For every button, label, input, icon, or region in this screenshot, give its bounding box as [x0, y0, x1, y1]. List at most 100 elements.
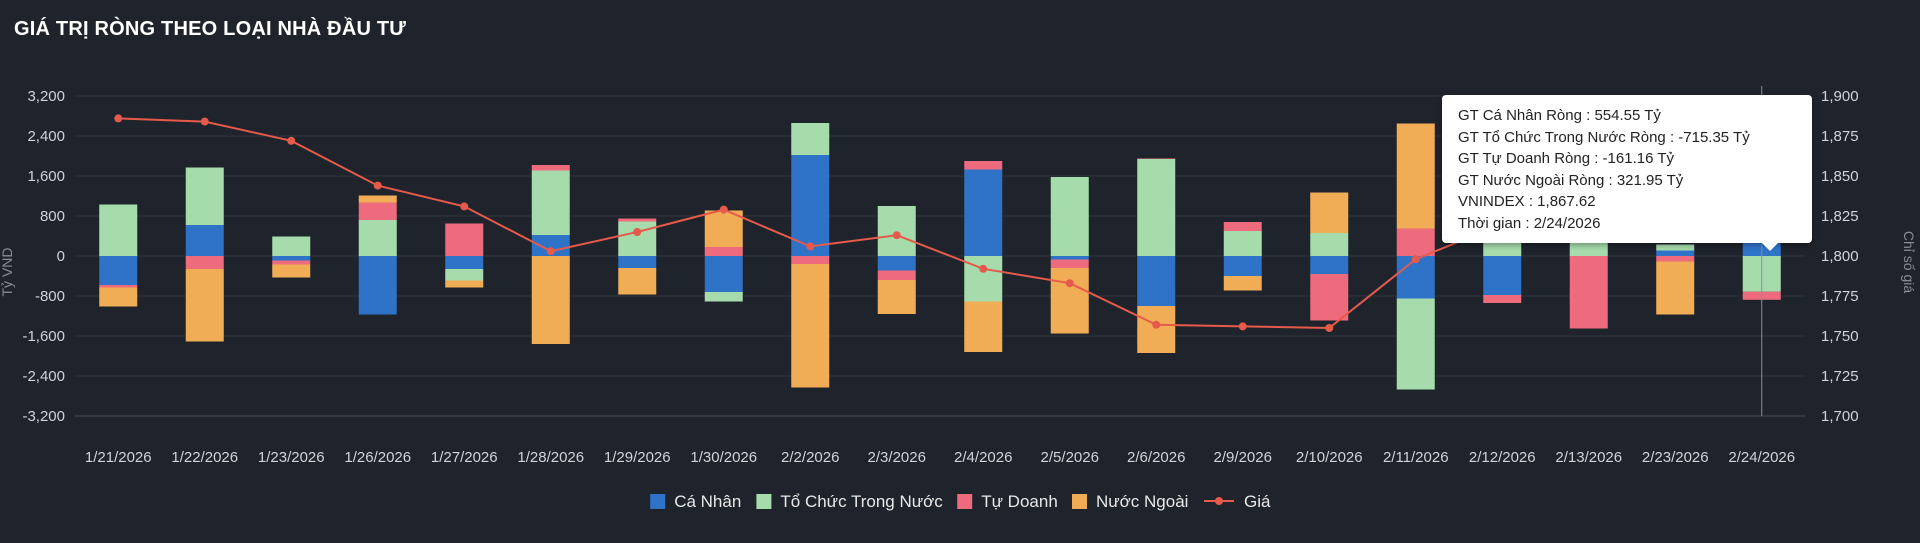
bar-segment[interactable]	[1310, 256, 1349, 274]
bar-segment[interactable]	[1396, 298, 1435, 390]
bar-segment[interactable]	[99, 204, 138, 257]
price-point[interactable]	[1152, 320, 1161, 329]
bar-segment[interactable]	[445, 256, 484, 269]
legend-item[interactable]: Cá Nhân	[650, 492, 741, 511]
bar-segment[interactable]	[1050, 256, 1089, 260]
bar-segment[interactable]	[272, 260, 311, 265]
bar-segment[interactable]	[531, 170, 570, 236]
price-point[interactable]	[633, 228, 642, 236]
bar-segment[interactable]	[358, 220, 397, 256]
bar-segment[interactable]	[185, 167, 224, 226]
bar-segment[interactable]	[185, 269, 224, 342]
bar-segment[interactable]	[1223, 231, 1262, 256]
bar-segment[interactable]	[272, 236, 311, 257]
bar-segment[interactable]	[185, 225, 224, 256]
bar-segment[interactable]	[618, 221, 657, 257]
bar-segment[interactable]	[358, 256, 397, 315]
bar-segment[interactable]	[1223, 222, 1262, 231]
bar-segment[interactable]	[1396, 228, 1435, 257]
bar-segment[interactable]	[358, 195, 397, 203]
x-tick-label: 2/11/2026	[1383, 449, 1449, 466]
bar-segment[interactable]	[1050, 259, 1089, 269]
bar-segment[interactable]	[877, 206, 916, 256]
bar-segment[interactable]	[704, 247, 743, 256]
bar-segment[interactable]	[1656, 256, 1695, 262]
bar-segment[interactable]	[791, 123, 830, 155]
price-point[interactable]	[546, 247, 555, 256]
bar-segment[interactable]	[964, 161, 1003, 170]
bar-segment[interactable]	[704, 256, 743, 292]
price-point[interactable]	[979, 264, 988, 273]
bar-segment[interactable]	[185, 256, 224, 269]
bar-segment[interactable]	[1656, 261, 1695, 315]
x-tick-label: 1/26/2026	[344, 449, 411, 466]
bar-segment[interactable]	[531, 235, 570, 256]
legend-item[interactable]: Giá	[1204, 492, 1271, 511]
bar-segment[interactable]	[1137, 158, 1176, 160]
bar-segment[interactable]	[618, 256, 657, 268]
bar-segment[interactable]	[358, 202, 397, 221]
x-tick-label: 2/10/2026	[1296, 449, 1363, 466]
price-point[interactable]	[1065, 279, 1074, 288]
price-point[interactable]	[1411, 255, 1420, 264]
bar-segment[interactable]	[791, 256, 830, 264]
y-tick-label: 1,600	[27, 168, 65, 185]
bar-segment[interactable]	[1223, 256, 1262, 276]
bar-segment[interactable]	[1137, 306, 1176, 353]
price-point[interactable]	[460, 202, 469, 211]
bar-segment[interactable]	[445, 280, 484, 288]
bar-segment[interactable]	[1656, 250, 1695, 257]
y2-tick-label: 1,775	[1821, 288, 1859, 305]
bar-segment[interactable]	[618, 268, 657, 295]
bar-segment[interactable]	[1569, 256, 1608, 329]
bar-segment[interactable]	[1656, 244, 1695, 251]
bar-segment[interactable]	[1223, 276, 1262, 291]
bar-segment[interactable]	[1483, 295, 1522, 303]
bar-segment[interactable]	[272, 264, 311, 278]
bar-segment[interactable]	[791, 155, 830, 256]
bar-segment[interactable]	[704, 292, 743, 302]
x-tick-label: 1/21/2026	[85, 449, 152, 466]
price-point[interactable]	[373, 181, 382, 190]
y2-tick-label: 1,800	[1821, 248, 1859, 265]
bar-segment[interactable]	[1483, 256, 1522, 295]
price-point[interactable]	[1238, 322, 1247, 331]
bar-segment[interactable]	[99, 256, 138, 285]
legend-item[interactable]: Nước Ngoài	[1072, 492, 1188, 511]
legend-item[interactable]: Tổ Chức Trong Nước	[756, 492, 943, 511]
bar-segment[interactable]	[1310, 233, 1349, 256]
bar-segment[interactable]	[1137, 256, 1176, 306]
bar-segment[interactable]	[877, 256, 916, 271]
bar-segment[interactable]	[1050, 268, 1089, 334]
price-point[interactable]	[806, 242, 815, 251]
bar-segment[interactable]	[1310, 192, 1349, 234]
bar-segment[interactable]	[964, 169, 1003, 257]
bar-segment[interactable]	[618, 218, 657, 222]
bar-segment[interactable]	[272, 256, 311, 261]
x-tick-label: 2/12/2026	[1469, 449, 1536, 466]
price-point[interactable]	[892, 231, 901, 240]
price-point[interactable]	[1325, 324, 1334, 332]
bar-segment[interactable]	[1137, 159, 1176, 256]
bar-segment[interactable]	[531, 256, 570, 344]
bar-segment[interactable]	[704, 210, 743, 248]
bar-segment[interactable]	[877, 270, 916, 281]
bar-segment[interactable]	[1310, 274, 1349, 321]
bar-segment[interactable]	[531, 165, 570, 171]
bar-segment[interactable]	[1050, 177, 1089, 256]
y-tick-label: 3,200	[27, 88, 65, 105]
price-point[interactable]	[114, 114, 123, 123]
bar-segment[interactable]	[1396, 123, 1435, 229]
price-point[interactable]	[200, 117, 209, 126]
bar-segment[interactable]	[445, 223, 484, 257]
bar-segment[interactable]	[964, 301, 1003, 353]
bar-segment[interactable]	[877, 280, 916, 314]
bar-segment[interactable]	[99, 287, 138, 307]
price-point[interactable]	[719, 205, 728, 214]
bar-segment[interactable]	[791, 264, 830, 388]
bar-segment[interactable]	[445, 269, 484, 281]
price-point[interactable]	[287, 136, 296, 145]
legend-item[interactable]: Tự Doanh	[957, 492, 1058, 511]
bar-segment[interactable]	[99, 285, 138, 288]
